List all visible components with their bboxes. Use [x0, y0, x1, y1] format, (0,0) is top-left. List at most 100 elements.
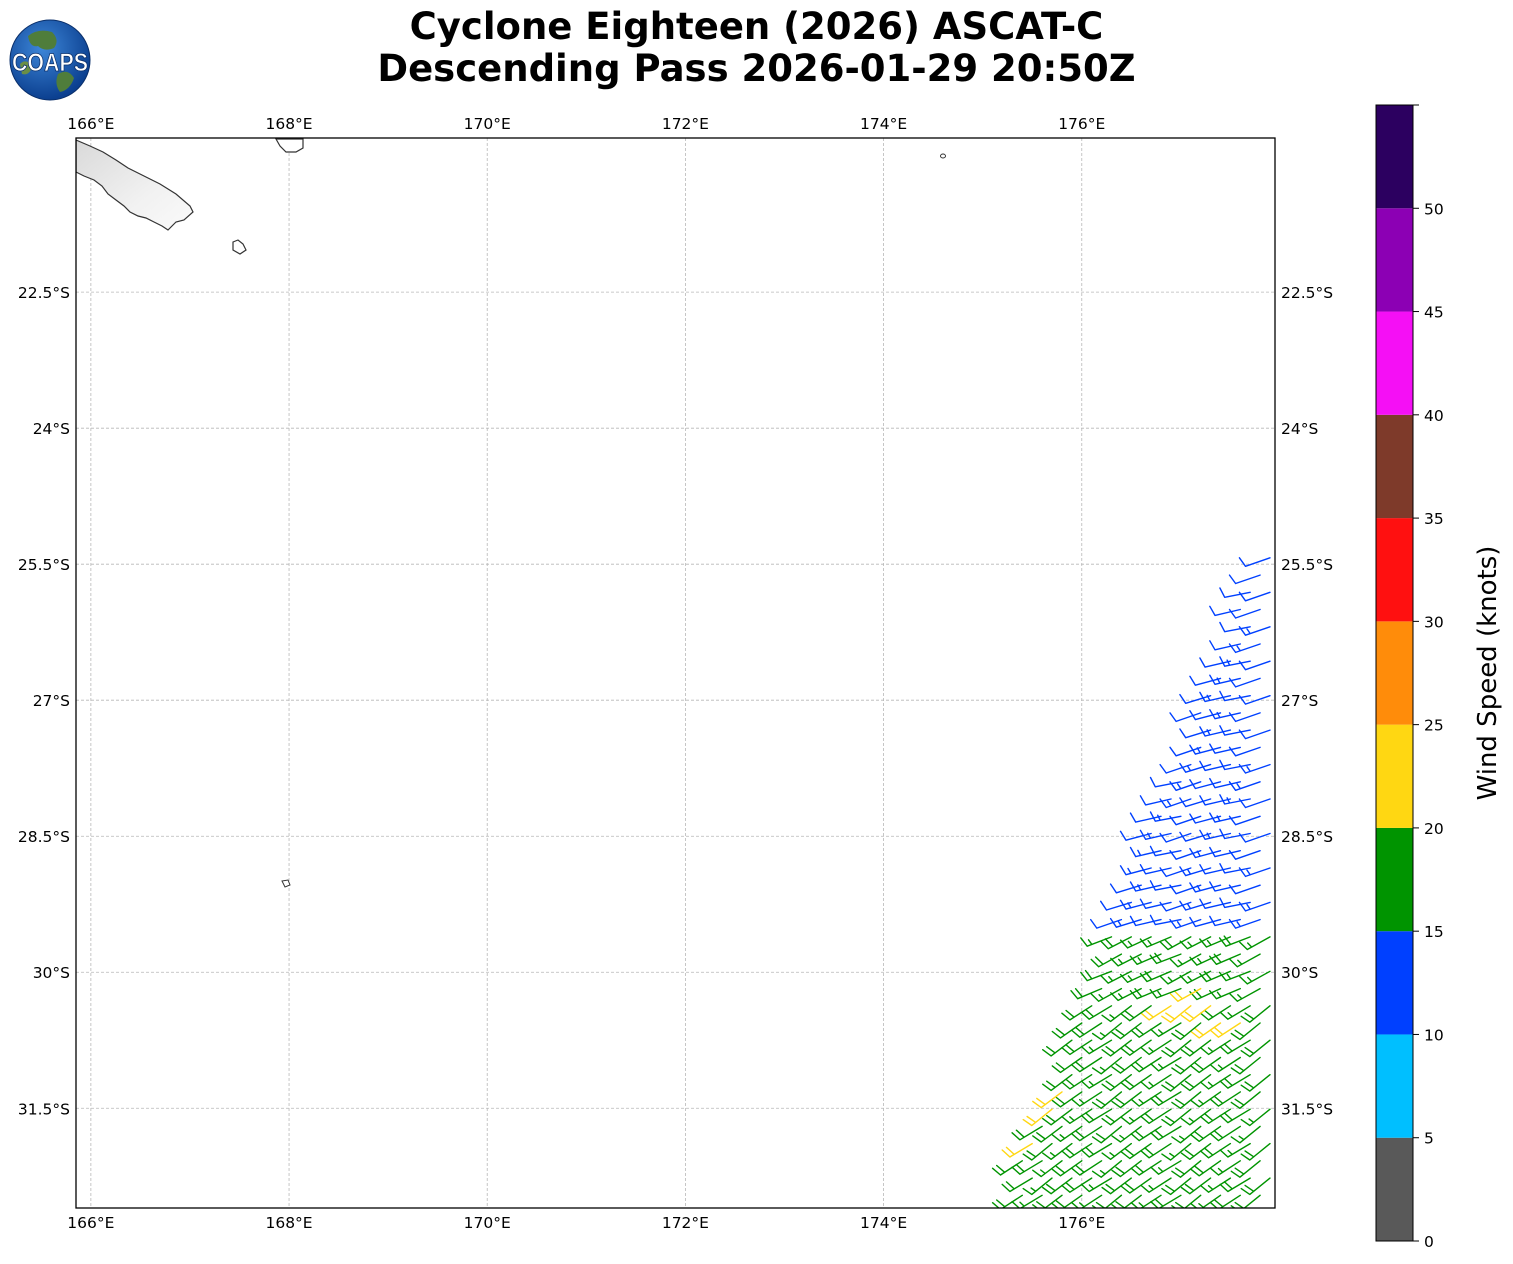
- wind-barb: [1209, 915, 1241, 927]
- wind-barb: [1140, 1108, 1172, 1124]
- wind-barb: [1071, 1022, 1103, 1038]
- wind-barb: [1161, 1039, 1192, 1058]
- wind-barb: [1111, 1160, 1142, 1178]
- wind-barb: [1159, 832, 1192, 843]
- wind-barb: [1161, 1177, 1192, 1196]
- wind-barb: [1022, 1142, 1053, 1161]
- colorbar-tick-label: 40: [1424, 407, 1444, 425]
- wind-barb: [1129, 987, 1162, 1000]
- wind-barb: [1150, 1194, 1182, 1208]
- colorbar: 0 5 10 15 20 25 30 35 40 45 50: [1375, 104, 1444, 1251]
- wind-barb: [1240, 1108, 1271, 1127]
- colorbar-tick-label: 10: [1424, 1026, 1444, 1044]
- wind-barb: [1230, 1056, 1261, 1075]
- wind-barb: [1032, 1091, 1063, 1109]
- wind-barb: [1209, 1160, 1241, 1176]
- new-caledonia-coast: [76, 139, 194, 231]
- wind-barb: [1209, 1125, 1241, 1142]
- wind-barb: [1228, 677, 1261, 688]
- wind-barb: [1051, 1091, 1083, 1108]
- wind-barb: [1101, 1074, 1132, 1092]
- wind-barb: [1080, 1108, 1113, 1124]
- wind-barb: [991, 1194, 1023, 1208]
- wind-barb: [1180, 1074, 1212, 1092]
- colorbar-bin: [1376, 518, 1413, 622]
- wind-barb: [1129, 812, 1162, 823]
- wind-barb: [1111, 1091, 1142, 1109]
- wind-barb: [1042, 1142, 1073, 1160]
- wind-barb: [1080, 1039, 1113, 1055]
- wind-barb: [1161, 1005, 1192, 1023]
- lon-tick-label-bottom: 166°E: [67, 1214, 114, 1232]
- wind-barb: [1011, 1125, 1043, 1141]
- wind-barb: [1159, 901, 1192, 912]
- wind-barb: [1219, 656, 1251, 667]
- wind-barb: [1159, 936, 1192, 951]
- wind-barb: [1228, 643, 1261, 654]
- wind-barb: [1190, 1091, 1222, 1108]
- wind-barb: [1080, 1177, 1113, 1193]
- wind-barb: [1071, 1160, 1103, 1176]
- wind-barb: [1130, 1091, 1162, 1107]
- wind-barb: [1130, 1194, 1162, 1208]
- wind-barb: [1129, 953, 1162, 965]
- wind-barb: [1101, 1108, 1132, 1126]
- colorbar-frame: [1375, 104, 1414, 1242]
- wind-barb: [1051, 1160, 1083, 1177]
- wind-barb: [1180, 1005, 1212, 1023]
- wind-barb: [1120, 1177, 1152, 1194]
- wind-barb: [1150, 1056, 1182, 1072]
- wind-barb: [1209, 743, 1241, 754]
- wind-barb: [1061, 1142, 1093, 1159]
- lat-tick-label-left: 24°S: [33, 420, 70, 438]
- colorbar-bin: [1376, 414, 1413, 519]
- colorbar-label: Wind Speed (knots): [1473, 546, 1503, 801]
- wind-barb: [1140, 1005, 1172, 1021]
- wind-barb: [1179, 693, 1212, 704]
- colorbar-tick-label: 45: [1424, 304, 1444, 322]
- wind-barb: [1218, 970, 1251, 982]
- wind-barb: [1209, 953, 1241, 965]
- wind-barb: [1230, 1160, 1261, 1178]
- wind-barb: [1022, 1108, 1053, 1127]
- wind-barb: [1180, 1142, 1212, 1160]
- wind-barb: [1219, 759, 1251, 771]
- latitude-labels-left: 22.5°S 24°S 25.5°S 27°S 28.5°S 30°S 31.5°S: [18, 284, 70, 1118]
- wind-barb: [1199, 1005, 1232, 1021]
- wind-barb: [1219, 1005, 1251, 1020]
- lon-tick-label-top: 172°E: [662, 115, 709, 133]
- lat-tick-label-right: 28.5°S: [1281, 828, 1333, 846]
- wind-barb: [1199, 1074, 1232, 1090]
- colorbar-tick-label: 5: [1424, 1130, 1434, 1148]
- wind-barb: [1199, 657, 1232, 668]
- wind-barb: [1130, 1160, 1162, 1176]
- wind-barb: [1022, 1177, 1053, 1196]
- wind-barb: [1190, 1160, 1222, 1177]
- wind-barb: [1171, 1056, 1202, 1075]
- wind-barb: [1190, 1022, 1222, 1039]
- lat-tick-label-left: 22.5°S: [18, 284, 70, 302]
- wind-barb: [1171, 1125, 1202, 1144]
- wind-barb: [1239, 970, 1271, 985]
- wind-barb: [1100, 936, 1132, 950]
- wind-barb: [1230, 1022, 1261, 1041]
- wind-barb: [1218, 935, 1251, 947]
- lon-tick-label-top: 166°E: [67, 115, 114, 133]
- lon-tick-label-bottom: 174°E: [860, 1214, 907, 1232]
- wind-barb: [1240, 1039, 1271, 1058]
- wind-barb: [1129, 915, 1162, 927]
- coastlines: [76, 138, 946, 888]
- lat-tick-label-right: 25.5°S: [1281, 556, 1333, 574]
- wind-barb: [1139, 898, 1172, 909]
- wind-barb: [1161, 1074, 1192, 1092]
- wind-barb: [1219, 1142, 1251, 1158]
- wind-barb: [1219, 1074, 1251, 1089]
- wind-barb: [1169, 987, 1202, 1002]
- wind-barb: [1209, 987, 1241, 1000]
- wind-barb: [1042, 1108, 1073, 1126]
- wind-barb: [1209, 846, 1241, 858]
- wind-barb: [1139, 936, 1172, 948]
- wind-barb: [1061, 1005, 1093, 1021]
- wind-barbs: [991, 557, 1271, 1208]
